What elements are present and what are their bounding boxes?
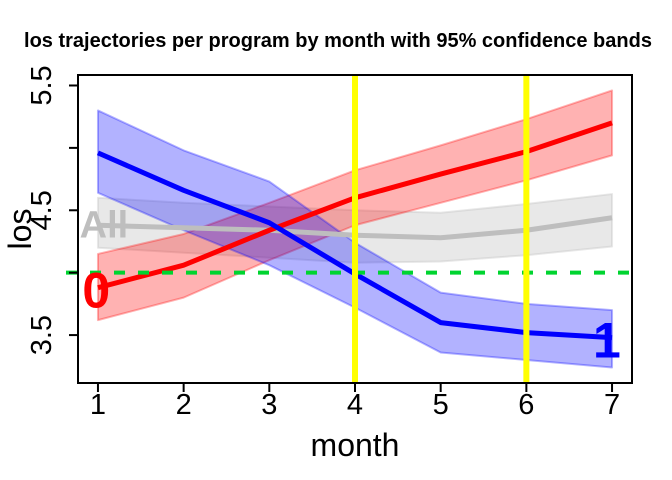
x-tick-label-1: 1 [90, 389, 106, 421]
y-axis-label: los [2, 209, 38, 250]
x-tick-label-5: 5 [433, 389, 449, 421]
y-tick-label-5.5: 5.5 [26, 65, 58, 105]
annotations-layer: 0 1 All [80, 76, 621, 382]
series-label-all-programs: All [80, 204, 129, 246]
series-label-program-0: 0 [82, 263, 110, 319]
x-tick-label-4: 4 [347, 389, 363, 421]
x-tick-label-2: 2 [176, 389, 192, 421]
chart-title: los trajectories per program by month wi… [24, 30, 652, 52]
x-tick-label-7: 7 [604, 389, 620, 421]
y-tick-label-3.5: 3.5 [26, 315, 58, 355]
axes-layer: 1 2 3 4 5 6 7 3.5 4.5 5.5 [26, 65, 633, 421]
x-axis-label: month [311, 427, 400, 463]
plot-box [77, 74, 633, 384]
x-tick-label-3: 3 [261, 389, 277, 421]
x-tick-label-6: 6 [518, 389, 534, 421]
series-label-program-1: 1 [593, 313, 621, 369]
confidence-band-program-1 [96, 109, 614, 369]
y-tick-label-4.5: 4.5 [26, 190, 58, 230]
